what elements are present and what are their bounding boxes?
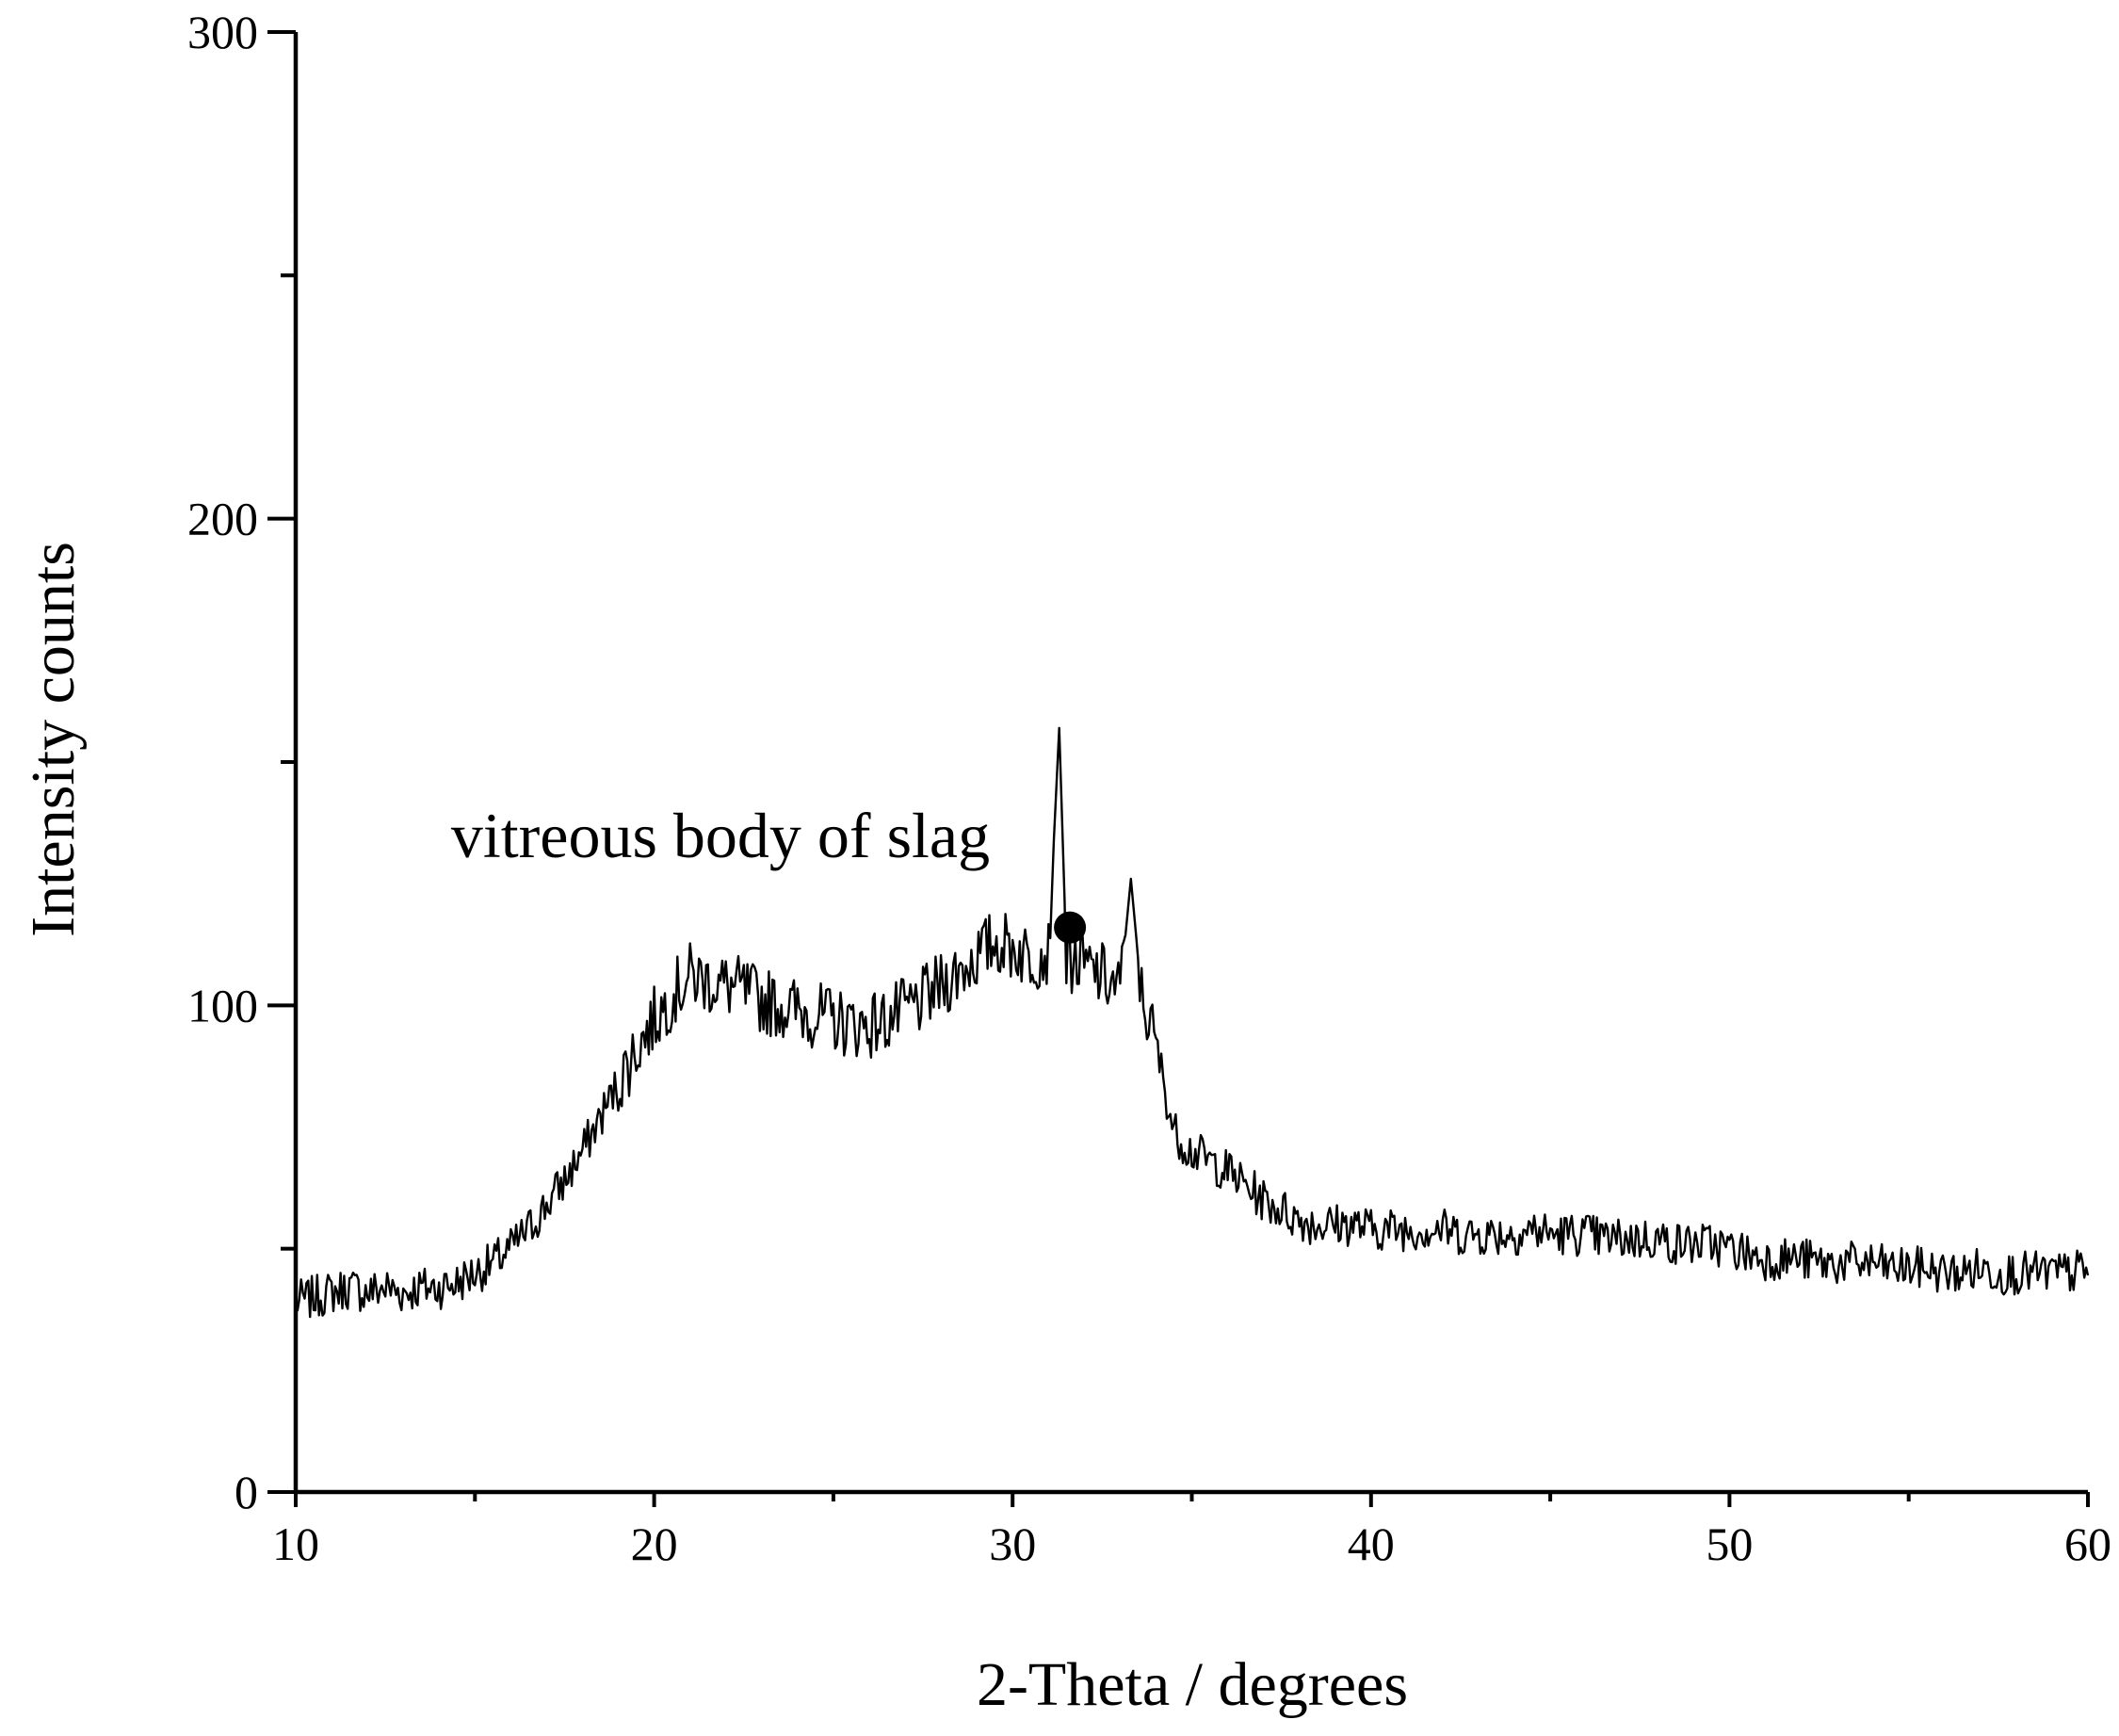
x-tick-label: 10: [272, 1517, 319, 1570]
x-tick-label: 60: [2064, 1517, 2111, 1570]
x-major-ticks: [294, 1492, 2090, 1507]
y-tick-labels: 0 100 200 300: [187, 6, 258, 1518]
intensity-series-line: [294, 726, 2090, 1319]
annotation-label: vitreous body of slag: [451, 800, 990, 871]
y-tick-label: 0: [235, 1466, 258, 1518]
x-tick-label: 40: [1348, 1517, 1395, 1570]
x-tick-label: 20: [631, 1517, 678, 1570]
y-minor-ticks: [281, 273, 296, 1251]
y-tick-label: 100: [187, 979, 258, 1031]
x-axis-title: 2-Theta / degrees: [977, 1650, 1408, 1719]
x-tick-label: 30: [989, 1517, 1036, 1570]
x-tick-label: 50: [1706, 1517, 1753, 1570]
y-tick-label: 300: [187, 6, 258, 58]
y-major-ticks: [267, 30, 296, 1494]
y-axis-title: Intensity counts: [19, 542, 88, 937]
annotation-marker-dot: [1054, 911, 1087, 944]
y-tick-label: 200: [187, 493, 258, 545]
x-tick-labels: 10 20 30 40 50 60: [272, 1517, 2111, 1570]
